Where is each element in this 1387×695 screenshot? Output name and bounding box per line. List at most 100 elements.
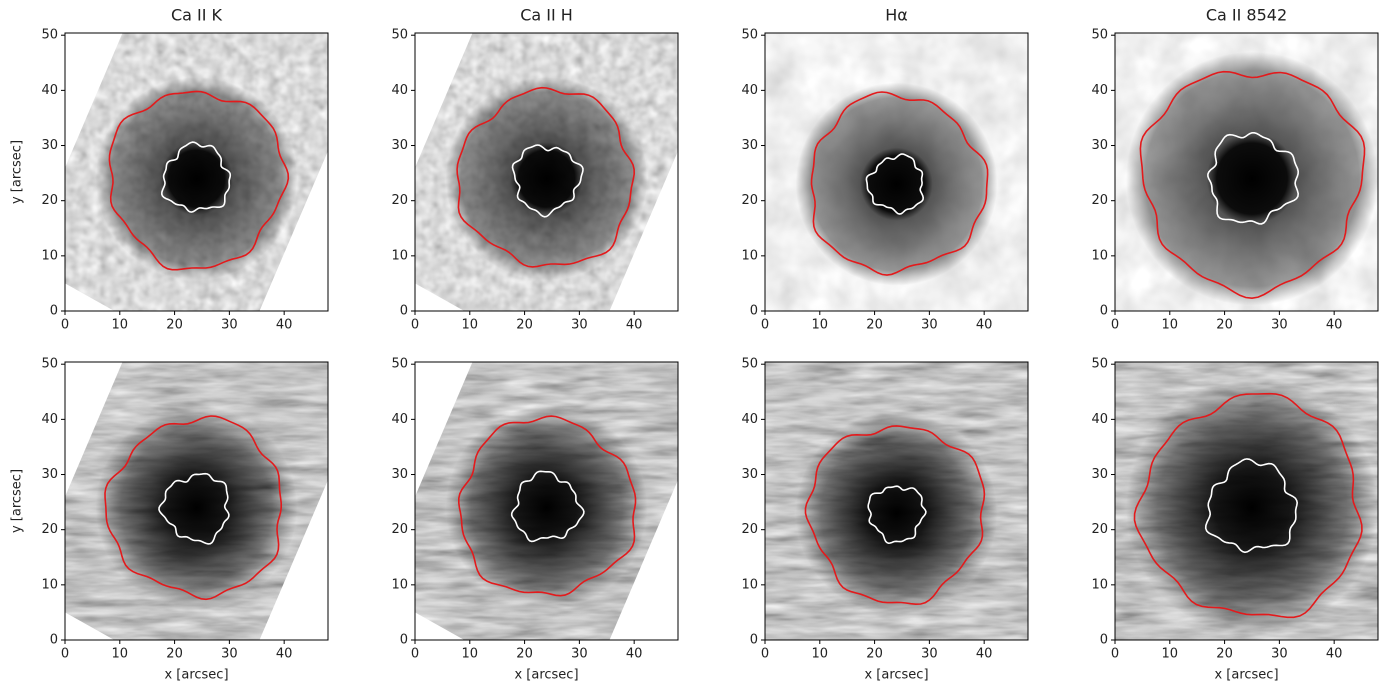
y-tick-label: 40 bbox=[391, 83, 408, 98]
x-tick-label: 10 bbox=[112, 318, 129, 333]
y-tick-label: 50 bbox=[1091, 28, 1108, 43]
y-tick-label: 0 bbox=[50, 633, 58, 648]
y-tick-label: 0 bbox=[400, 304, 408, 319]
image bbox=[65, 33, 328, 311]
y-tick-label: 50 bbox=[741, 28, 758, 43]
y-tick-label: 30 bbox=[1091, 138, 1108, 153]
x-axis-label: x [arcsec] bbox=[514, 668, 578, 683]
x-tick-label: 40 bbox=[976, 647, 993, 662]
x-tick-label: 40 bbox=[626, 647, 643, 662]
x-tick-label: 40 bbox=[1326, 647, 1343, 662]
x-tick-label: 40 bbox=[1326, 318, 1343, 333]
x-tick-label: 0 bbox=[61, 647, 69, 662]
x-tick-label: 0 bbox=[411, 318, 419, 333]
x-tick-label: 40 bbox=[276, 647, 293, 662]
y-tick-label: 50 bbox=[391, 357, 408, 372]
y-tick-label: 20 bbox=[741, 522, 758, 537]
image bbox=[1115, 362, 1378, 640]
y-tick-label: 20 bbox=[41, 193, 58, 208]
y-tick-label: 30 bbox=[41, 138, 58, 153]
y-tick-label: 20 bbox=[41, 522, 58, 537]
panel-title: Ca II 8542 bbox=[1206, 6, 1287, 25]
y-tick-label: 40 bbox=[1091, 412, 1108, 427]
x-tick-label: 20 bbox=[516, 647, 533, 662]
y-tick-label: 30 bbox=[391, 467, 408, 482]
x-axis-label: x [arcsec] bbox=[864, 668, 928, 683]
x-tick-label: 30 bbox=[221, 318, 238, 333]
y-tick-label: 30 bbox=[741, 138, 758, 153]
panel-title: Hα bbox=[885, 6, 908, 25]
figure: 0 10 20 30 40 0 10 20 30 40 50 Ca II K y [arcsec] 0 10… bbox=[0, 0, 1387, 695]
panel-title: Ca II K bbox=[171, 6, 223, 25]
y-tick-label: 10 bbox=[1091, 577, 1108, 592]
x-tick-label: 30 bbox=[921, 647, 938, 662]
image bbox=[765, 33, 1028, 311]
x-tick-label: 20 bbox=[866, 318, 883, 333]
x-tick-label: 0 bbox=[761, 318, 769, 333]
y-tick-label: 10 bbox=[741, 577, 758, 592]
x-tick-label: 0 bbox=[1111, 318, 1119, 333]
y-tick-label: 50 bbox=[1091, 357, 1108, 372]
x-tick-label: 30 bbox=[1271, 318, 1288, 333]
image bbox=[65, 362, 328, 640]
y-tick-label: 50 bbox=[391, 28, 408, 43]
x-tick-label: 40 bbox=[276, 318, 293, 333]
y-tick-label: 20 bbox=[391, 522, 408, 537]
x-tick-label: 40 bbox=[626, 318, 643, 333]
image bbox=[415, 33, 678, 311]
x-tick-label: 10 bbox=[1162, 647, 1179, 662]
y-tick-label: 10 bbox=[41, 248, 58, 263]
x-axis-label: x [arcsec] bbox=[164, 668, 228, 683]
x-tick-label: 20 bbox=[166, 318, 183, 333]
y-tick-label: 0 bbox=[50, 304, 58, 319]
y-axis-label: y [arcsec] bbox=[10, 140, 25, 204]
x-tick-label: 10 bbox=[812, 318, 829, 333]
x-tick-label: 10 bbox=[112, 647, 129, 662]
x-tick-label: 20 bbox=[866, 647, 883, 662]
x-tick-label: 30 bbox=[571, 318, 588, 333]
y-tick-label: 20 bbox=[741, 193, 758, 208]
y-tick-label: 10 bbox=[391, 577, 408, 592]
y-tick-label: 0 bbox=[1100, 633, 1108, 648]
x-tick-label: 0 bbox=[761, 647, 769, 662]
x-tick-label: 20 bbox=[166, 647, 183, 662]
x-tick-label: 10 bbox=[462, 318, 479, 333]
y-tick-label: 30 bbox=[1091, 467, 1108, 482]
y-tick-label: 40 bbox=[741, 83, 758, 98]
panel-title: Ca II H bbox=[520, 6, 573, 25]
y-tick-label: 40 bbox=[391, 412, 408, 427]
x-axis-label: x [arcsec] bbox=[1214, 668, 1278, 683]
y-tick-label: 0 bbox=[400, 633, 408, 648]
y-tick-label: 10 bbox=[391, 248, 408, 263]
y-tick-label: 20 bbox=[1091, 522, 1108, 537]
x-tick-label: 30 bbox=[1271, 647, 1288, 662]
y-tick-label: 30 bbox=[41, 467, 58, 482]
y-tick-label: 50 bbox=[41, 357, 58, 372]
y-tick-label: 0 bbox=[750, 633, 758, 648]
x-tick-label: 40 bbox=[976, 318, 993, 333]
y-tick-label: 40 bbox=[1091, 83, 1108, 98]
x-tick-label: 0 bbox=[61, 318, 69, 333]
x-tick-label: 0 bbox=[1111, 647, 1119, 662]
y-tick-label: 0 bbox=[1100, 304, 1108, 319]
image bbox=[415, 362, 678, 640]
y-tick-label: 10 bbox=[1091, 248, 1108, 263]
x-tick-label: 10 bbox=[462, 647, 479, 662]
y-tick-label: 20 bbox=[391, 193, 408, 208]
x-tick-label: 20 bbox=[516, 318, 533, 333]
y-tick-label: 40 bbox=[41, 83, 58, 98]
x-tick-label: 0 bbox=[411, 647, 419, 662]
y-tick-label: 50 bbox=[741, 357, 758, 372]
panel: 01020304001020304050Ca II 8542 bbox=[1091, 6, 1378, 333]
y-tick-label: 20 bbox=[1091, 193, 1108, 208]
y-tick-label: 30 bbox=[741, 467, 758, 482]
y-axis-label: y [arcsec] bbox=[10, 469, 25, 533]
y-tick-label: 40 bbox=[741, 412, 758, 427]
y-tick-label: 40 bbox=[41, 412, 58, 427]
x-tick-label: 10 bbox=[812, 647, 829, 662]
y-tick-label: 10 bbox=[741, 248, 758, 263]
